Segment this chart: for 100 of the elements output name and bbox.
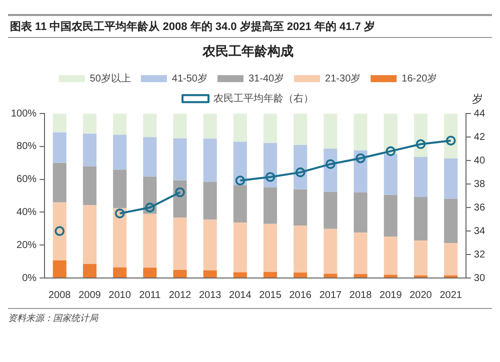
bar — [354, 274, 368, 278]
bar — [143, 137, 157, 177]
bar — [82, 205, 96, 264]
bar — [324, 274, 338, 278]
bar — [354, 232, 368, 274]
y2-tick-label: 30 — [474, 272, 486, 284]
bar — [113, 170, 127, 208]
bar — [294, 189, 308, 226]
point — [235, 176, 246, 186]
bar — [233, 142, 247, 186]
bar — [113, 114, 127, 135]
bar — [203, 138, 217, 182]
y2-axis-title: 岁 — [472, 94, 483, 106]
point — [265, 172, 276, 182]
point — [416, 139, 426, 150]
bar — [203, 270, 217, 278]
point — [145, 202, 155, 212]
bar — [52, 202, 66, 260]
y-tick-label: 0% — [22, 272, 37, 284]
y2-tick-label: 36 — [474, 202, 486, 214]
y2-tick-label: 34 — [474, 226, 486, 237]
bar — [414, 196, 428, 241]
text: 资料来源：国家统计局 — [8, 308, 492, 325]
bar — [414, 157, 428, 197]
bar — [414, 240, 428, 276]
y-tick-label: 20% — [16, 240, 37, 251]
x-tick-label: 2014 — [229, 290, 252, 301]
bar — [264, 114, 278, 144]
bar — [354, 192, 368, 233]
bar — [203, 182, 217, 220]
bar — [233, 222, 247, 272]
y2-tick-label: 44 — [474, 108, 486, 120]
x-tick-label: 2009 — [78, 290, 102, 301]
bar — [52, 162, 66, 202]
x-tick-label: 2010 — [108, 290, 132, 301]
bar — [324, 114, 338, 149]
legend-label: 50岁以上 — [90, 72, 131, 84]
x-tick-label: 2015 — [259, 290, 282, 301]
bar — [143, 114, 157, 138]
bar — [173, 218, 187, 270]
bar — [294, 226, 308, 273]
point — [175, 187, 185, 198]
bar — [444, 243, 458, 276]
x-tick-label: 2011 — [139, 290, 162, 301]
bar — [113, 267, 127, 278]
legend-label: 31-40岁 — [248, 72, 284, 84]
point — [356, 153, 366, 164]
bar — [203, 114, 217, 139]
x-tick-label: 2013 — [198, 290, 222, 301]
bar — [384, 274, 398, 278]
legend-label: 41-50岁 — [172, 72, 208, 84]
bar — [384, 194, 398, 237]
bar — [444, 158, 458, 199]
bar — [113, 208, 127, 268]
bar — [143, 214, 157, 268]
bar — [82, 114, 96, 134]
legend-label: 16-20岁 — [402, 72, 438, 84]
bar — [113, 134, 127, 170]
chart-title: 图表 11 中国农民工平均年龄从 2008 年的 34.0 岁提高至 2021 年的 41.7 岁 — [8, 14, 492, 38]
y2-tick-label: 38 — [474, 178, 486, 190]
x-tick-label: 2019 — [380, 290, 402, 301]
y-tick-label: 80% — [16, 141, 37, 152]
y-tick-label: 40% — [16, 206, 37, 218]
bar — [233, 185, 247, 223]
bar — [52, 260, 66, 278]
y-tick-label: 60% — [16, 174, 37, 186]
chart-subtitle: 农民工年龄构成 — [202, 43, 294, 58]
bar — [294, 114, 308, 145]
y2-tick-label: 32 — [474, 249, 486, 260]
bar — [233, 272, 247, 278]
x-tick-label: 2017 — [319, 290, 342, 301]
bar — [173, 138, 187, 181]
point — [295, 167, 306, 178]
bar — [384, 154, 398, 195]
x-tick-label: 2021 — [440, 290, 462, 301]
bar — [233, 114, 247, 142]
y2-tick-label: 40 — [474, 155, 486, 166]
bar — [264, 272, 278, 278]
x-tick-label: 2012 — [168, 290, 192, 301]
point — [326, 159, 336, 169]
bar — [264, 187, 278, 224]
bar — [384, 236, 398, 275]
bar — [444, 114, 458, 158]
point — [114, 208, 125, 218]
bar — [52, 114, 66, 132]
bar — [52, 132, 66, 163]
point — [386, 146, 396, 156]
bar — [324, 192, 338, 229]
point — [54, 226, 65, 236]
bar — [324, 228, 338, 274]
bar — [203, 220, 217, 270]
bar — [82, 166, 96, 206]
bar — [294, 272, 308, 278]
legend-label: 农民工平均年龄（右） — [214, 92, 314, 104]
bar — [143, 268, 157, 278]
bar — [82, 134, 96, 166]
bar — [354, 114, 368, 150]
x-tick-label: 2020 — [410, 290, 432, 301]
bar — [173, 114, 187, 138]
y-tick-label: 100% — [11, 108, 37, 120]
